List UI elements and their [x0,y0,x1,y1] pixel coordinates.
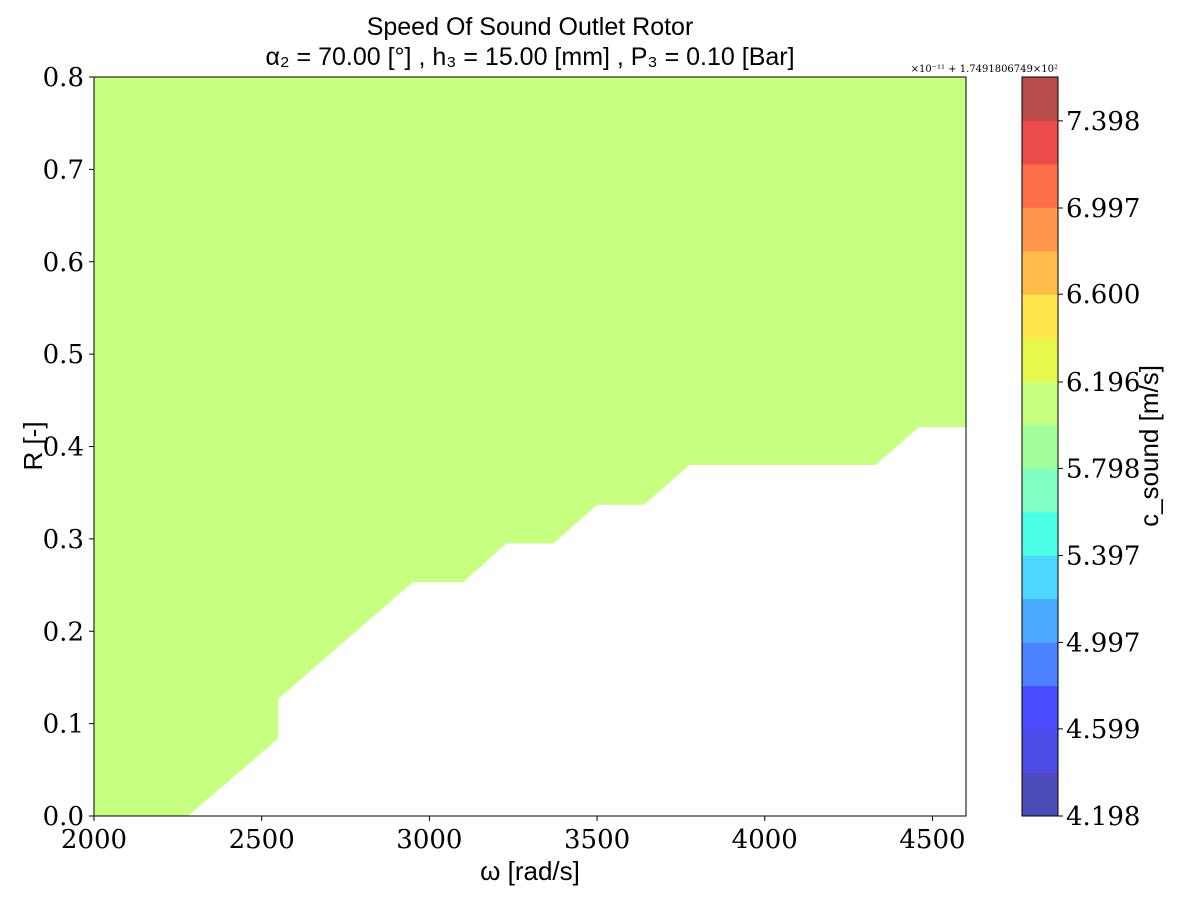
chart-title: Speed Of Sound Outlet Rotor [367,13,694,41]
colorbar-tick-label: 6.997 [1066,194,1140,224]
y-tick-label: 0.7 [43,155,84,185]
colorbar-band [1022,337,1058,382]
colorbar-tick-label: 4.198 [1066,802,1140,832]
colorbar-ticks: 4.198 4.599 4.997 5.397 5.798 6.196 6.600 6.997… [1058,107,1140,832]
colorbar-band [1022,424,1058,469]
colorbar-tick-label: 4.599 [1066,715,1140,745]
colorbar-band [1022,294,1058,339]
colorbar-tick-label: 7.398 [1066,107,1140,137]
x-tick-label: 4500 [899,825,965,855]
colorbar-band [1022,381,1058,426]
colorbar-band [1022,685,1058,730]
colorbar-tick-label: 4.997 [1066,628,1140,658]
y-tick-label: 0.8 [43,63,84,93]
colorbar-band [1022,250,1058,295]
x-tick-label: 3500 [564,825,630,855]
colorbar-tick-label: 6.600 [1066,280,1140,310]
y-tick-label: 0.3 [43,525,84,555]
colorbar-band [1022,468,1058,513]
y-axis-ticks: 0.0 0.1 0.2 0.3 0.4 0.5 0.6 0.7 0.8 [43,63,94,832]
colorbar-bands [1022,77,1058,817]
x-axis-ticks: 2000 2500 3000 3500 4000 4500 [61,816,966,855]
colorbar-band [1022,77,1058,121]
colorbar-offset-text: ×10⁻¹¹ + 1.7491806749×10² [911,64,1058,75]
x-tick-label: 2000 [61,825,127,855]
colorbar-label: c_sound [m/s] [1134,365,1164,527]
chart-subtitle: α₂ = 70.00 [°] , h₃ = 15.00 [mm] , P₃ = … [265,43,794,71]
colorbar-band [1022,207,1058,252]
colorbar-frame [1021,76,1059,817]
colorbar: 4.198 4.599 4.997 5.397 5.798 6.196 6.600 6.997… [911,64,1164,832]
colorbar-band [1022,163,1058,208]
x-axis-label: ω [rad/s] [480,856,580,886]
x-tick-label: 2500 [229,825,295,855]
x-tick-label: 3000 [396,825,462,855]
colorbar-band [1022,555,1058,600]
y-tick-label: 0.1 [43,710,84,740]
colorbar-band [1022,772,1058,817]
colorbar-band [1022,729,1058,774]
y-tick-label: 0.5 [43,340,84,370]
y-tick-label: 0.0 [43,802,84,832]
y-tick-label: 0.6 [43,248,84,278]
colorbar-band [1022,642,1058,687]
colorbar-band [1022,511,1058,556]
colorbar-tick-label: 5.798 [1066,454,1140,484]
colorbar-tick-label: 6.196 [1066,368,1140,398]
plot-area: 2000 2500 3000 3500 4000 4500 0.0 0.1 0.2 0.3 0.4… [43,63,967,855]
y-axis-label: R [-] [18,421,48,470]
colorbar-band [1022,120,1058,165]
contour-filled-region [94,77,966,816]
y-tick-label: 0.4 [43,433,84,463]
colorbar-tick-label: 5.397 [1066,542,1140,572]
x-tick-label: 4000 [732,825,798,855]
colorbar-band [1022,598,1058,643]
y-tick-label: 0.2 [43,617,84,647]
